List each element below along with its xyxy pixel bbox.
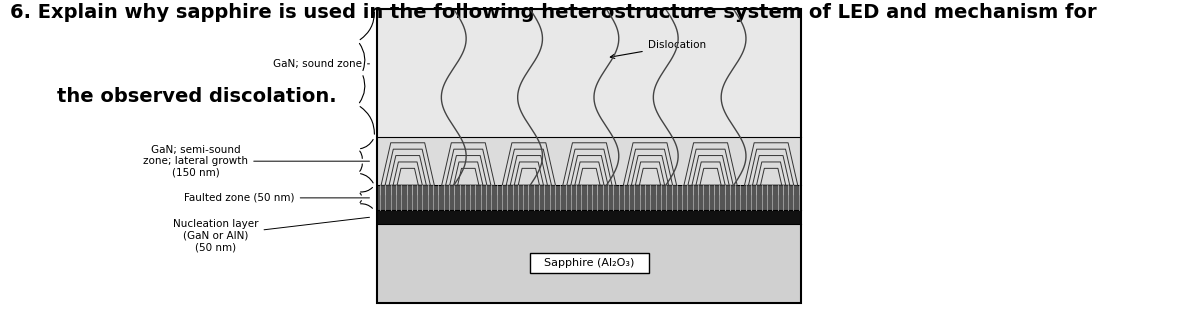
Text: GaN; semi-sound
zone; lateral growth
(150 nm): GaN; semi-sound zone; lateral growth (15…: [143, 145, 370, 178]
Bar: [378, 210, 802, 224]
Text: Faulted zone (50 nm): Faulted zone (50 nm): [185, 193, 370, 203]
Bar: [378, 9, 802, 137]
Bar: [378, 137, 802, 185]
Text: Nucleation layer
(GaN or AlN)
(50 nm): Nucleation layer (GaN or AlN) (50 nm): [173, 217, 370, 252]
Text: 6. Explain why sapphire is used in the following heterostructure system of LED a: 6. Explain why sapphire is used in the f…: [11, 3, 1097, 22]
Text: the observed discolation.: the observed discolation.: [56, 87, 336, 105]
Bar: [530, 253, 649, 273]
Bar: [378, 185, 802, 210]
Text: Dislocation: Dislocation: [611, 40, 706, 58]
Bar: [378, 9, 802, 303]
Text: Sapphire (Al₂O₃): Sapphire (Al₂O₃): [545, 258, 635, 268]
Bar: [378, 224, 802, 303]
Text: GaN; sound zone: GaN; sound zone: [272, 59, 370, 69]
